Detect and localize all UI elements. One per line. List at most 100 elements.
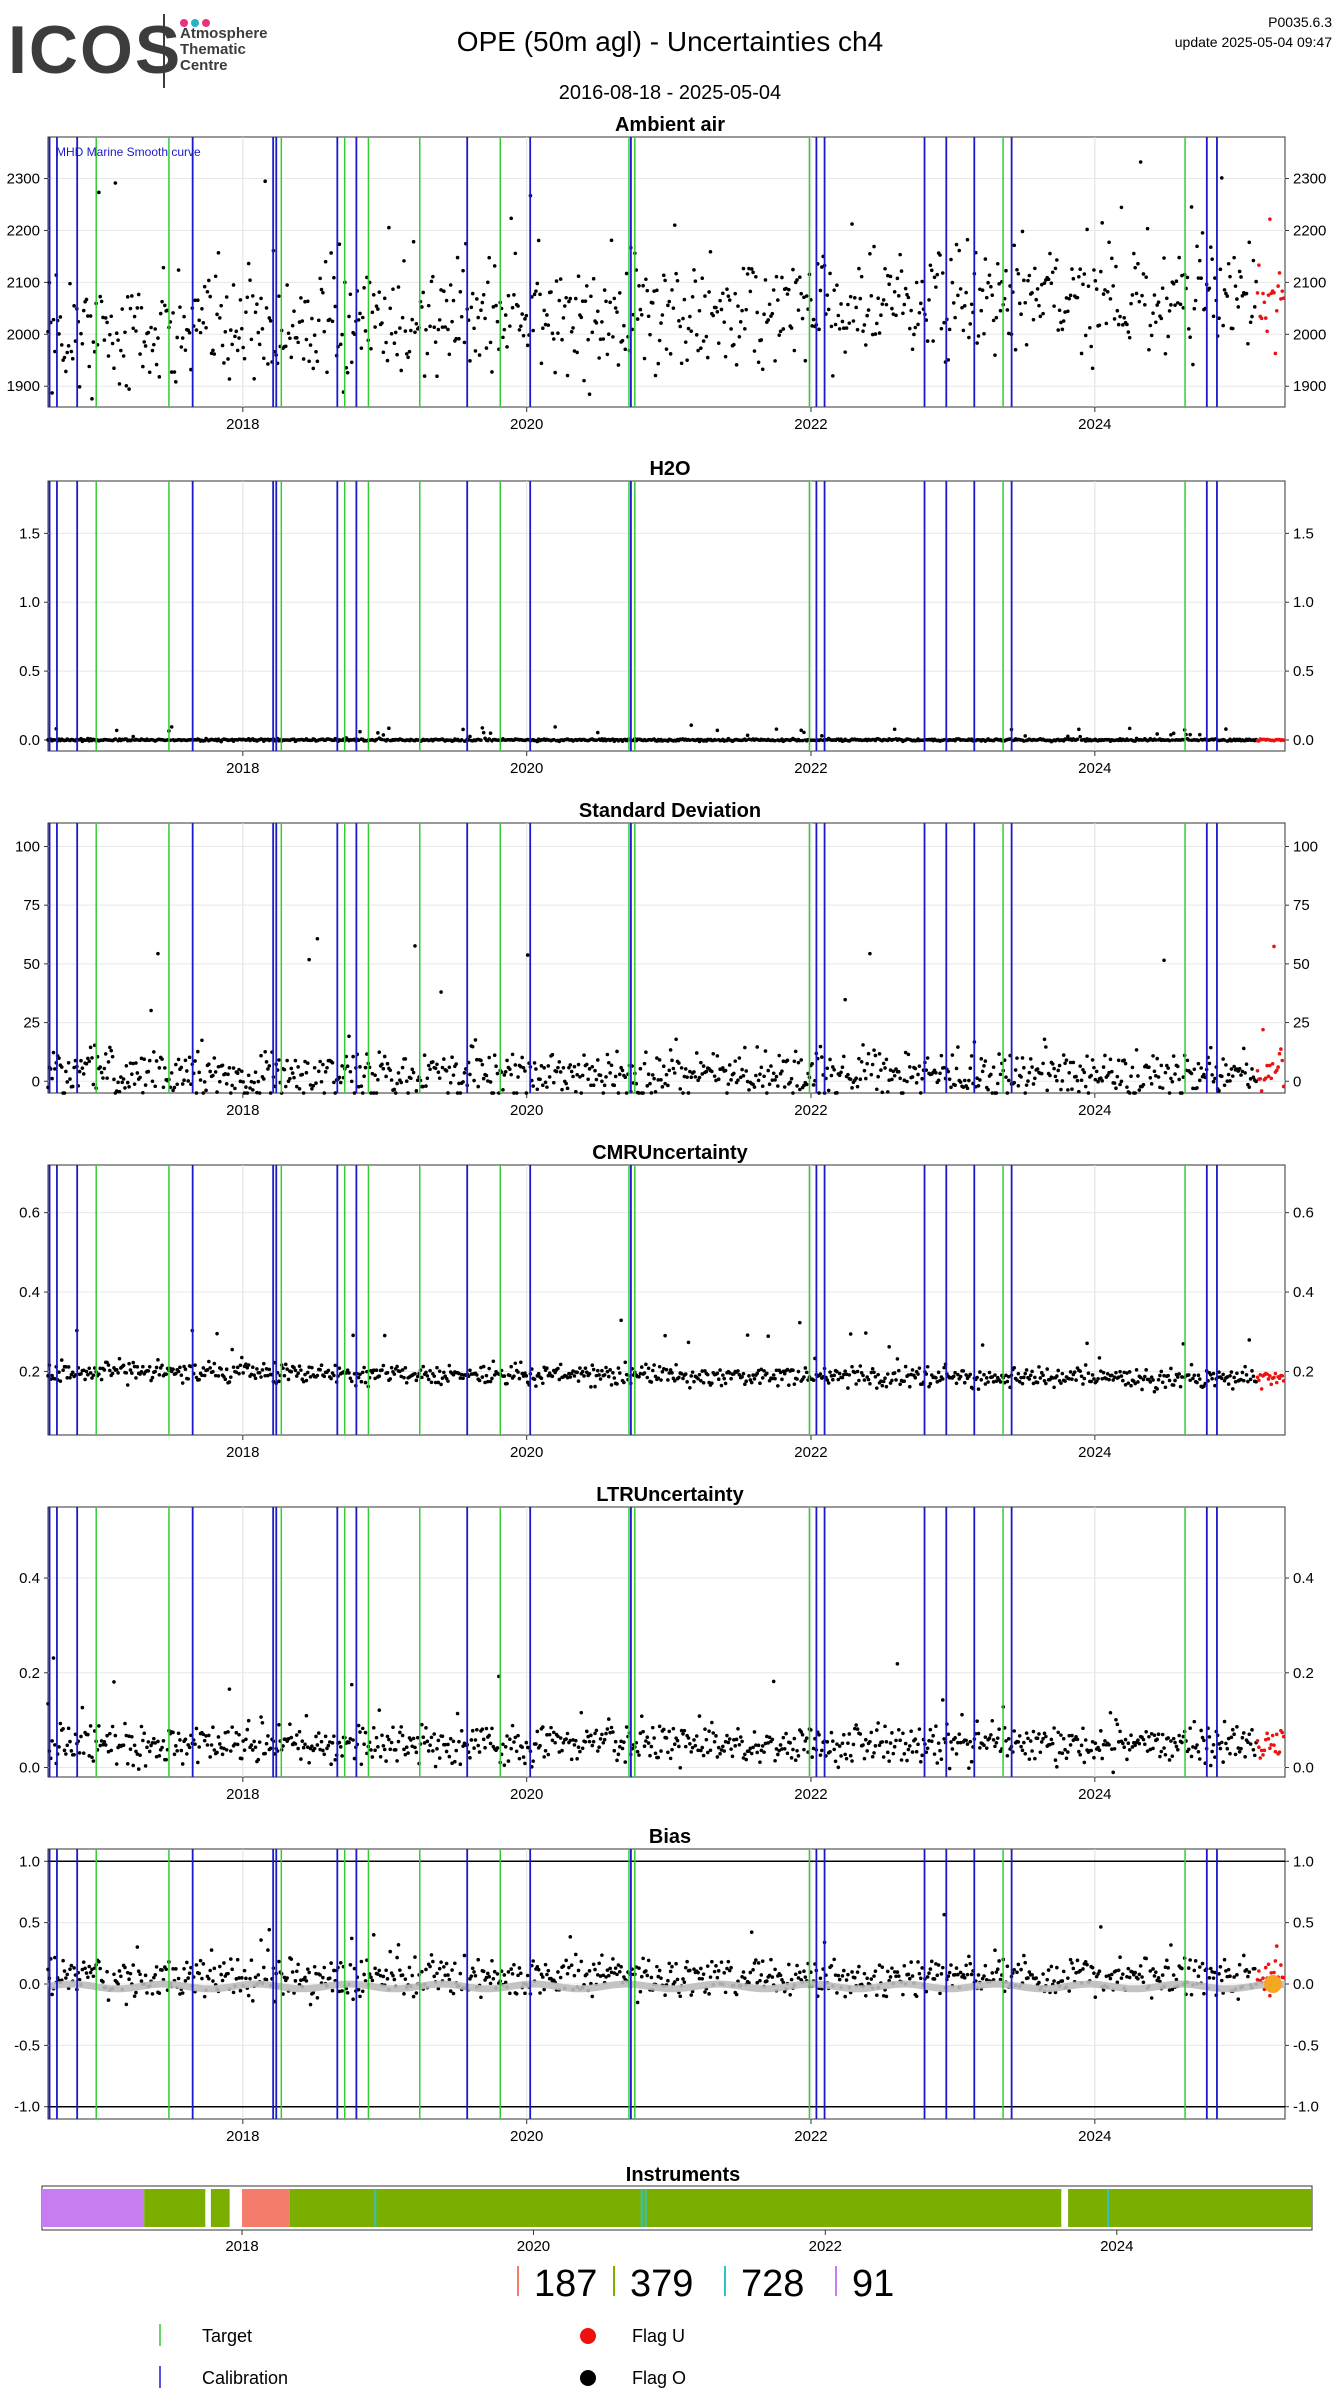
flag-o-point	[297, 1729, 302, 1734]
flag-o-point	[888, 1741, 893, 1745]
flag-o-point	[736, 1369, 740, 1373]
flag-o-point	[356, 1375, 361, 1380]
flag-o-point	[178, 1365, 182, 1370]
flag-o-point	[1248, 1377, 1253, 1382]
flag-o-point	[855, 1369, 860, 1374]
flag-o-point	[718, 298, 722, 303]
flag-o-point	[939, 1053, 944, 1058]
flag-o-point	[907, 326, 912, 331]
flag-o-point	[119, 1974, 123, 1979]
flag-o-point	[525, 953, 530, 957]
flag-o-point	[934, 1070, 938, 1075]
flag-o-point	[980, 288, 985, 293]
flag-o-point	[249, 1079, 254, 1084]
flag-o-point	[283, 1084, 288, 1089]
flag-o-point	[1145, 1749, 1150, 1753]
flag-o-point	[1019, 1375, 1023, 1380]
flag-o-point	[549, 1725, 553, 1730]
flag-o-point	[178, 1738, 182, 1742]
flag-o-point	[798, 1320, 802, 1325]
flag-o-point	[138, 1972, 142, 1977]
flag-o-point	[905, 1758, 909, 1763]
flag-o-point	[281, 1744, 285, 1748]
flag-o-point	[256, 330, 261, 335]
flag-o-point	[659, 1749, 663, 1753]
flag-o-point	[958, 1740, 963, 1745]
flag-o-point	[890, 1077, 894, 1082]
flag-u-point	[1263, 316, 1268, 320]
flag-o-point	[142, 1731, 147, 1736]
flag-o-point	[820, 265, 824, 269]
flag-o-point	[1229, 1370, 1234, 1374]
flag-o-point	[299, 1757, 303, 1761]
flag-o-point	[836, 313, 841, 318]
flag-o-point	[1239, 1377, 1243, 1382]
flag-o-point	[332, 1373, 336, 1378]
flag-o-point	[1134, 1368, 1139, 1372]
flag-o-point	[1060, 1751, 1065, 1756]
flag-o-point	[799, 1730, 803, 1734]
flag-o-point	[604, 1731, 608, 1736]
flag-o-point	[539, 1376, 544, 1381]
flag-o-point	[1015, 1056, 1019, 1060]
flag-o-point	[906, 295, 911, 300]
flag-o-point	[174, 1744, 178, 1748]
flag-o-point	[679, 361, 684, 366]
flag-o-point	[954, 1381, 959, 1386]
flag-o-point	[318, 1367, 322, 1372]
flag-o-point	[127, 1977, 131, 1982]
flag-o-point	[477, 353, 482, 357]
flag-o-point	[863, 343, 868, 347]
flag-o-point	[655, 1056, 659, 1060]
flag-o-point	[887, 1345, 891, 1349]
flag-o-point	[301, 1091, 306, 1095]
flag-o-point	[874, 1386, 879, 1390]
flag-o-point	[1246, 1379, 1250, 1384]
flag-o-point	[873, 1374, 878, 1379]
flag-o-point	[202, 1080, 207, 1084]
flag-o-point	[1037, 1732, 1041, 1736]
flag-o-point	[652, 1076, 656, 1081]
flag-o-point	[351, 1054, 355, 1059]
flag-o-point	[932, 1752, 937, 1756]
flag-o-point	[835, 1742, 839, 1746]
flag-o-point	[1015, 267, 1019, 272]
flag-o-point	[605, 352, 610, 357]
flag-o-point	[1222, 738, 1227, 742]
flag-o-point	[431, 274, 435, 279]
flag-o-point	[316, 1069, 321, 1074]
flag-o-point	[226, 1072, 230, 1077]
flag-o-point	[928, 1381, 933, 1386]
flag-o-point	[600, 1368, 604, 1373]
flag-o-point	[68, 1375, 72, 1380]
flag-o-point	[448, 283, 453, 287]
flag-o-point	[422, 1741, 427, 1745]
flag-o-point	[130, 1072, 134, 1076]
flag-o-point	[384, 340, 388, 345]
flag-o-point	[338, 1745, 343, 1749]
flag-o-point	[623, 1360, 628, 1365]
flag-o-point	[1116, 1058, 1121, 1063]
flag-o-point	[263, 1373, 267, 1378]
flag-o-point	[604, 299, 608, 304]
flag-o-point	[660, 1369, 665, 1374]
y-tick-label-right: 25	[1293, 1015, 1310, 1032]
flag-o-point	[535, 1729, 540, 1734]
flag-o-point	[1197, 1757, 1202, 1761]
panel-frame	[47, 136, 1286, 408]
flag-o-point	[1042, 1731, 1047, 1736]
flag-o-point	[854, 305, 858, 310]
flag-o-point	[605, 1369, 610, 1374]
flag-o-point	[187, 1971, 192, 1976]
flag-o-point	[406, 355, 410, 360]
flag-o-point	[899, 269, 904, 273]
flag-o-point	[314, 1081, 318, 1085]
flag-o-point	[239, 1756, 244, 1761]
flag-o-point	[1186, 1373, 1191, 1377]
flag-o-point	[160, 1363, 164, 1368]
flag-o-point	[1026, 1079, 1030, 1083]
flag-o-point	[468, 1072, 472, 1077]
flag-o-point	[1237, 269, 1242, 274]
flag-o-point	[935, 1380, 940, 1384]
flag-o-point	[241, 1739, 245, 1743]
